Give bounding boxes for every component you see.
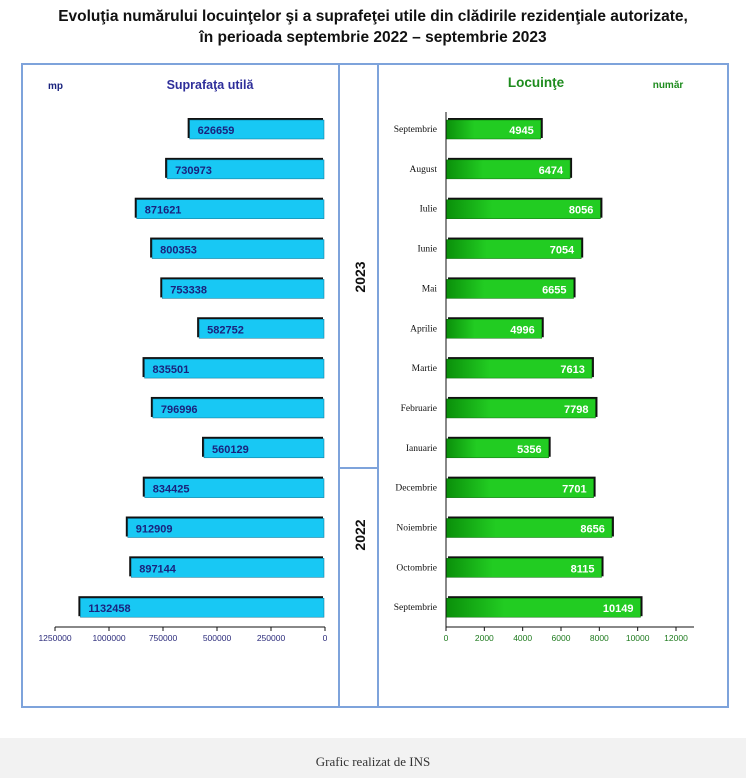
chart-title-line-1: Evoluţia numărului locuinţelor şi a supr… xyxy=(58,8,688,25)
dwellings-category-label: Mai xyxy=(422,284,438,294)
area-x-axis: 1250000 1000000 750000 500000 250000 0 xyxy=(38,626,328,643)
area-axis-tick-label: 750000 xyxy=(149,633,178,643)
dwellings-axis-tick-label: 8000 xyxy=(590,633,609,643)
chart-title: Evoluţia numărului locuinţelor şi a supr… xyxy=(0,6,746,48)
dwellings-bar-value: 4996 xyxy=(510,324,534,336)
dwellings-category-label: August xyxy=(410,165,438,175)
caption-bar xyxy=(0,738,746,778)
dwellings-category-label: Iunie xyxy=(417,245,437,255)
area-bar xyxy=(198,319,325,339)
area-bar xyxy=(80,597,325,618)
dwellings-category-label: Decembrie xyxy=(395,484,437,494)
dwellings-bar-value: 5356 xyxy=(517,444,541,456)
dwellings-unit-label: număr xyxy=(653,80,684,91)
dwellings-category-label: Septembrie xyxy=(394,603,437,613)
area-axis-tick-label: 250000 xyxy=(257,633,286,643)
year-label-2023: 2023 xyxy=(352,261,368,292)
dwellings-category-label: Iulie xyxy=(420,205,437,215)
chart-canvas: mp Suprafaţa utilă Locuinţe număr 2023 2… xyxy=(21,63,729,708)
area-bar-value: 800353 xyxy=(160,245,197,257)
right-panel-frame xyxy=(377,63,729,708)
dwellings-bars-group: 4945 6474 8056 7054 6655 4996 7613 7798 5356 7701… xyxy=(445,118,643,618)
area-unit-label: mp xyxy=(48,81,63,92)
area-bar-value: 1132458 xyxy=(88,603,130,615)
area-bar xyxy=(189,119,325,140)
dwellings-chart-title: Locuinţe xyxy=(508,75,565,90)
dwellings-bar-value: 10149 xyxy=(603,603,634,615)
area-bar xyxy=(203,438,325,459)
area-bar-value: 626659 xyxy=(198,125,235,137)
area-bar-value: 897144 xyxy=(139,563,177,575)
area-bar-value: 835501 xyxy=(153,364,190,376)
area-bar xyxy=(152,398,325,419)
area-bar-value: 560129 xyxy=(212,444,249,456)
dwellings-bar-value: 8656 xyxy=(580,524,604,536)
area-bar-value: 796996 xyxy=(161,404,198,416)
dwellings-x-axis: 0 2000 4000 6000 8000 10000 12000 xyxy=(444,112,694,643)
dwellings-axis-tick-label: 10000 xyxy=(626,633,650,643)
dwellings-category-label: Septembrie xyxy=(394,125,437,135)
dwellings-axis-tick-label: 4000 xyxy=(513,633,532,643)
chart-caption: Grafic realizat de INS xyxy=(315,754,431,769)
area-axis-tick-label: 1250000 xyxy=(38,633,71,643)
area-bar-value: 582752 xyxy=(207,324,244,336)
dwellings-axis-tick-label: 12000 xyxy=(664,633,688,643)
area-bar xyxy=(136,199,325,219)
dwellings-bar-value: 8115 xyxy=(571,563,595,575)
area-bar-value: 834425 xyxy=(153,484,190,496)
area-bar-value: 730973 xyxy=(175,165,212,177)
dwellings-category-labels: Septembrie August Iulie Iunie Mai Aprilie Mart… xyxy=(394,125,438,613)
dwellings-category-label: Ianuarie xyxy=(406,444,437,454)
area-bar xyxy=(127,518,325,538)
dwellings-axis-tick-label: 2000 xyxy=(475,633,494,643)
area-bar xyxy=(162,279,325,299)
dwellings-bar-value: 8056 xyxy=(569,205,593,217)
dwellings-bar-value: 6655 xyxy=(542,284,566,296)
area-bar xyxy=(151,239,325,259)
area-bars-group: 626659 730973 871621 800353 753338 582752 8355… xyxy=(78,118,325,618)
dwellings-axis-tick-label: 0 xyxy=(444,633,449,643)
area-bar xyxy=(166,159,325,180)
dwellings-category-label: Aprilie xyxy=(410,324,437,334)
area-axis-tick-label: 0 xyxy=(323,633,328,643)
dwellings-category-label: Februarie xyxy=(401,404,437,414)
area-bar-value: 871621 xyxy=(145,205,182,217)
chart-title-line-2: în perioada septembrie 2022 – septembrie… xyxy=(199,29,547,46)
dwellings-bar-value: 6474 xyxy=(539,165,564,177)
dwellings-category-label: Martie xyxy=(412,364,437,374)
area-chart-title: Suprafaţa utilă xyxy=(167,78,255,92)
area-axis-tick-label: 1000000 xyxy=(92,633,125,643)
area-bar-value: 753338 xyxy=(170,284,207,296)
dwellings-bar-value: 7613 xyxy=(560,364,584,376)
dwellings-category-label: Octombrie xyxy=(396,563,437,573)
area-axis-tick-label: 500000 xyxy=(203,633,232,643)
dwellings-bar-value: 7701 xyxy=(562,484,586,496)
area-bar xyxy=(130,558,325,578)
year-column-frame xyxy=(338,63,379,708)
area-bar xyxy=(144,478,325,498)
year-label-2022: 2022 xyxy=(352,519,368,550)
dwellings-axis-tick-label: 6000 xyxy=(552,633,571,643)
dwellings-bar-value: 4945 xyxy=(509,125,533,137)
area-bar-value: 912909 xyxy=(136,524,173,536)
area-bar xyxy=(144,358,325,379)
dwellings-category-label: Noiembrie xyxy=(396,524,437,534)
dwellings-bar-value: 7054 xyxy=(550,245,575,257)
dwellings-bar-value: 7798 xyxy=(564,404,588,416)
